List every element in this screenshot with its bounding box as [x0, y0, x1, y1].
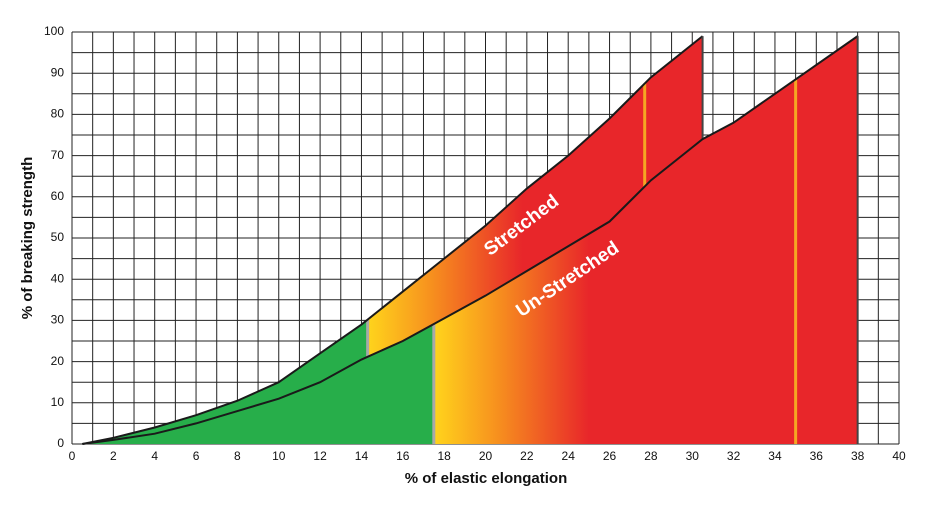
y-tick-label: 30 [51, 313, 65, 327]
x-tick-label: 36 [810, 449, 824, 463]
y-tick-label: 100 [44, 24, 64, 38]
x-tick-label: 8 [234, 449, 241, 463]
x-tick-label: 2 [110, 449, 117, 463]
y-tick-label: 80 [51, 107, 65, 121]
y-tick-label: 50 [51, 230, 65, 244]
y-tick-label: 20 [51, 354, 65, 368]
y-axis-title: % of breaking strength [19, 157, 36, 320]
x-tick-label: 32 [727, 449, 741, 463]
x-tick-label: 0 [69, 449, 76, 463]
y-tick-label: 60 [51, 189, 65, 203]
y-tick-label: 0 [57, 436, 64, 450]
y-tick-label: 70 [51, 148, 65, 162]
x-tick-label: 40 [892, 449, 906, 463]
y-tick-label: 40 [51, 271, 65, 285]
x-tick-label: 4 [151, 449, 158, 463]
x-tick-label: 10 [272, 449, 286, 463]
x-tick-label: 26 [603, 449, 617, 463]
x-tick-label: 34 [768, 449, 782, 463]
x-tick-label: 20 [479, 449, 493, 463]
x-tick-label: 16 [396, 449, 410, 463]
x-tick-label: 38 [851, 449, 865, 463]
x-tick-label: 24 [562, 449, 576, 463]
x-tick-label: 28 [644, 449, 658, 463]
series-line [82, 35, 859, 445]
x-tick-label: 22 [520, 449, 534, 463]
y-tick-label: 90 [51, 65, 65, 79]
x-tick-label: 12 [313, 449, 327, 463]
series-line [82, 35, 704, 445]
x-tick-label: 30 [686, 449, 700, 463]
areas [82, 35, 859, 445]
area [82, 36, 858, 445]
x-axis-title: % of elastic elongation [405, 470, 568, 487]
y-tick-label: 10 [51, 395, 65, 409]
x-tick-label: 14 [355, 449, 369, 463]
x-tick-label: 6 [193, 449, 200, 463]
x-tick-label: 18 [437, 449, 451, 463]
